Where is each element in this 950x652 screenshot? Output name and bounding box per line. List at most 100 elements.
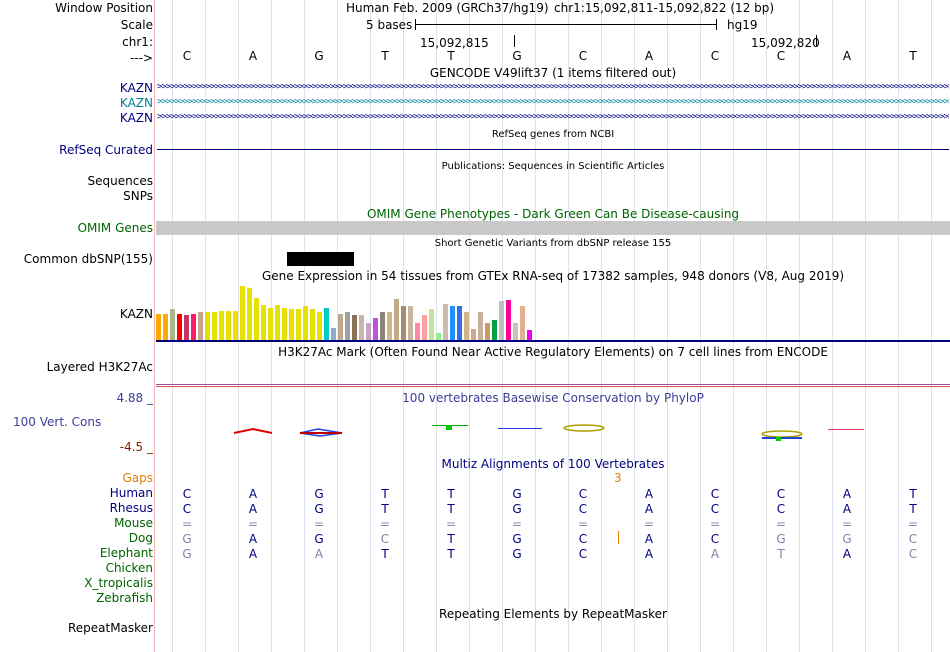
omim-feature-bar[interactable]: [156, 221, 950, 235]
gtex-track-title[interactable]: Gene Expression in 54 tissues from GTEx …: [261, 269, 845, 283]
dbsnp-label[interactable]: Common dbSNP(155): [23, 252, 153, 266]
gtex-tissue-bar[interactable]: [352, 315, 357, 340]
gtex-tissue-bar[interactable]: [436, 333, 441, 340]
reference-base: G: [314, 49, 324, 63]
phylop-track-title[interactable]: 100 vertebrates Basewise Conservation by…: [402, 391, 704, 405]
gtex-tissue-bar[interactable]: [191, 314, 196, 340]
gtex-tissue-bar[interactable]: [261, 305, 266, 340]
alignment-base: A: [644, 487, 654, 501]
h3k27ac-label[interactable]: Layered H3K27Ac: [46, 360, 153, 374]
species-label-chicken[interactable]: Chicken: [105, 561, 153, 575]
gtex-tissue-bar[interactable]: [506, 300, 511, 340]
gtex-tissue-bar[interactable]: [464, 312, 469, 340]
species-label-zebrafish[interactable]: Zebrafish: [96, 591, 153, 605]
gtex-tissue-bar[interactable]: [373, 318, 378, 340]
refseq-track-title[interactable]: RefSeq genes from NCBI: [491, 129, 615, 140]
species-label-x_tropicalis[interactable]: X_tropicalis: [84, 576, 153, 590]
species-label-dog[interactable]: Dog: [128, 531, 153, 545]
gtex-tissue-bar[interactable]: [520, 306, 525, 340]
repeatmasker-label[interactable]: RepeatMasker: [67, 621, 153, 635]
gtex-tissue-bar[interactable]: [247, 288, 252, 340]
gtex-tissue-bar[interactable]: [303, 306, 308, 340]
gtex-tissue-bar[interactable]: [338, 314, 343, 340]
gtex-tissue-bar[interactable]: [156, 314, 161, 340]
gtex-tissue-bar[interactable]: [289, 309, 294, 340]
gtex-tissue-bar[interactable]: [310, 309, 315, 340]
phylop-graph[interactable]: [0, 418, 950, 448]
gencode-track-title[interactable]: GENCODE V49lift37 (1 items filtered out): [429, 66, 677, 80]
gtex-tissue-bar[interactable]: [401, 306, 406, 340]
phylop-label[interactable]: 100 Vert. Cons: [13, 415, 102, 429]
gtex-tissue-bar[interactable]: [359, 315, 364, 340]
gencode-gene-label-2[interactable]: KAZN: [119, 96, 153, 110]
gtex-tissue-bar[interactable]: [226, 311, 231, 340]
gtex-tissue-bar[interactable]: [184, 315, 189, 340]
gencode-gene-label-1[interactable]: KAZN: [119, 81, 153, 95]
gtex-tissue-bar[interactable]: [331, 328, 336, 340]
repeatmasker-track-title[interactable]: Repeating Elements by RepeatMasker: [439, 607, 667, 621]
gtex-tissue-bar[interactable]: [219, 311, 224, 340]
gtex-tissue-bar[interactable]: [457, 306, 462, 340]
gaps-label[interactable]: Gaps: [122, 471, 153, 485]
gencode-gene-label-3[interactable]: KAZN: [119, 111, 153, 125]
snps-label[interactable]: SNPs: [123, 189, 153, 203]
gtex-tissue-bar[interactable]: [492, 320, 497, 340]
gtex-tissue-bar[interactable]: [275, 305, 280, 340]
gtex-tissue-bar[interactable]: [471, 329, 476, 340]
gtex-tissue-bar[interactable]: [415, 323, 420, 340]
species-label-human[interactable]: Human: [109, 486, 153, 500]
gtex-tissue-bar[interactable]: [380, 312, 385, 340]
publications-track-title[interactable]: Publications: Sequences in Scientific Ar…: [441, 161, 665, 172]
gtex-gene-label[interactable]: KAZN: [119, 307, 153, 321]
gtex-tissue-bar[interactable]: [282, 308, 287, 340]
species-label-rhesus[interactable]: Rhesus: [109, 501, 153, 515]
gtex-tissue-bar[interactable]: [324, 308, 329, 340]
position-title[interactable]: chr1:15,092,811-15,092,822 (12 bp): [554, 1, 775, 15]
species-label-elephant[interactable]: Elephant: [99, 546, 153, 560]
species-label-mouse[interactable]: Mouse: [114, 516, 153, 530]
gtex-tissue-bar[interactable]: [198, 312, 203, 340]
gencode-transcript-3[interactable]: >>>>>>>>>>>>>>>>>>>>>>>>>>>>>>>>>>>>>>>>…: [157, 112, 949, 122]
gtex-tissue-bar[interactable]: [212, 312, 217, 340]
multiz-track-title[interactable]: Multiz Alignments of 100 Vertebrates: [441, 457, 665, 471]
gencode-transcript-2[interactable]: >>>>>>>>>>>>>>>>>>>>>>>>>>>>>>>>>>>>>>>>…: [157, 97, 949, 107]
gtex-tissue-bar[interactable]: [499, 301, 504, 340]
refseq-gene-line[interactable]: [157, 149, 949, 150]
gtex-tissue-bar[interactable]: [240, 286, 245, 340]
gtex-tissue-bar[interactable]: [513, 323, 518, 340]
gtex-bar-chart[interactable]: [156, 284, 536, 340]
alignment-base: C: [578, 487, 588, 501]
gtex-tissue-bar[interactable]: [177, 314, 182, 340]
omim-label[interactable]: OMIM Genes: [77, 221, 153, 235]
gtex-tissue-bar[interactable]: [163, 314, 168, 340]
refseq-label[interactable]: RefSeq Curated: [59, 143, 153, 157]
gtex-tissue-bar[interactable]: [317, 312, 322, 340]
gtex-tissue-bar[interactable]: [345, 312, 350, 340]
gtex-tissue-bar[interactable]: [205, 312, 210, 340]
dbsnp-track-title[interactable]: Short Genetic Variants from dbSNP releas…: [434, 238, 672, 249]
dbsnp-variant[interactable]: [287, 252, 354, 266]
gtex-tissue-bar[interactable]: [478, 312, 483, 340]
gtex-tissue-bar[interactable]: [450, 306, 455, 340]
gtex-tissue-bar[interactable]: [443, 304, 448, 340]
gtex-tissue-bar[interactable]: [422, 315, 427, 340]
gtex-tissue-bar[interactable]: [268, 308, 273, 340]
gtex-tissue-bar[interactable]: [485, 323, 490, 340]
alignment-base: G: [776, 532, 786, 546]
gtex-tissue-bar[interactable]: [408, 306, 413, 340]
gtex-tissue-bar[interactable]: [296, 309, 301, 340]
sequences-label[interactable]: Sequences: [87, 174, 153, 188]
gtex-tissue-bar[interactable]: [233, 311, 238, 340]
gtex-tissue-bar[interactable]: [170, 309, 175, 340]
h3k27ac-track-title[interactable]: H3K27Ac Mark (Often Found Near Active Re…: [278, 345, 828, 359]
gtex-tissue-bar[interactable]: [429, 309, 434, 340]
gencode-transcript-1[interactable]: >>>>>>>>>>>>>>>>>>>>>>>>>>>>>>>>>>>>>>>>…: [157, 82, 949, 92]
phylop-peak-5: [563, 424, 605, 432]
assembly-title[interactable]: Human Feb. 2009 (GRCh37/hg19): [346, 1, 549, 15]
gtex-tissue-bar[interactable]: [387, 312, 392, 340]
gtex-tissue-bar[interactable]: [366, 323, 371, 340]
gtex-tissue-bar[interactable]: [527, 330, 532, 340]
omim-track-title[interactable]: OMIM Gene Phenotypes - Dark Green Can Be…: [366, 207, 740, 221]
gtex-tissue-bar[interactable]: [394, 299, 399, 340]
gtex-tissue-bar[interactable]: [254, 298, 259, 340]
